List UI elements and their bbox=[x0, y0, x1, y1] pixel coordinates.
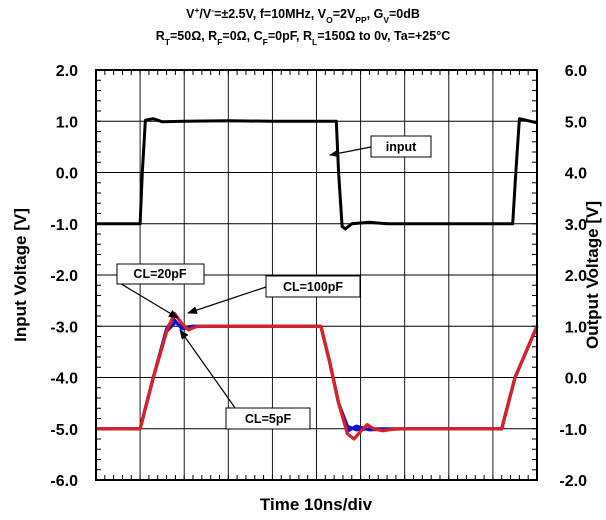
y-left-tick-label: -3.0 bbox=[50, 319, 78, 336]
title-1-part-5: O bbox=[326, 15, 333, 25]
y-left-tick-label: -2.0 bbox=[50, 268, 78, 285]
label-box-input bbox=[370, 135, 432, 158]
title-1-part-7: PP bbox=[355, 15, 367, 25]
title-1-part-0: V bbox=[186, 7, 195, 21]
y-left-tick-label: -5.0 bbox=[50, 422, 78, 439]
title-1-part-8: , G bbox=[367, 7, 384, 21]
y-right-tick-label: 1.0 bbox=[565, 319, 587, 336]
title-1-part-6: =2V bbox=[333, 7, 356, 21]
label-input: input bbox=[386, 140, 417, 154]
chart-title-line-2: RT=50Ω, RF=0Ω, CF=0pF, RL=150Ω to 0v, Ta… bbox=[156, 29, 450, 47]
y-right-tick-label: 6.0 bbox=[565, 63, 587, 80]
label-box-cl5 bbox=[225, 407, 311, 430]
title-1-part-1: + bbox=[194, 5, 199, 15]
title-2-part-2: =50Ω, R bbox=[170, 29, 217, 43]
left-tick-labels: 2.0 1.0 0.0 -1.0 -2.0 -3.0 -4.0 -5.0 -6.0 bbox=[50, 63, 78, 490]
arrow-input bbox=[329, 146, 372, 158]
y-right-tick-label: 3.0 bbox=[565, 217, 587, 234]
y-axis-title-right: Output Voltage [V] bbox=[583, 201, 602, 349]
arrow-cl5 bbox=[179, 329, 239, 413]
label-cl100: CL=100pF bbox=[283, 280, 343, 294]
title-1-part-9: V bbox=[383, 15, 389, 25]
title-2-part-3: F bbox=[217, 37, 222, 47]
y-left-tick-label: 0.0 bbox=[56, 166, 78, 183]
x-axis-title: Time 10ns/div bbox=[260, 495, 373, 514]
y-left-tick-label: -1.0 bbox=[50, 217, 78, 234]
title-1-part-2: /V bbox=[199, 7, 211, 21]
title-2-part-4: =0Ω, C bbox=[222, 29, 262, 43]
arrow-cl100 bbox=[187, 286, 267, 314]
title-1-part-3: - bbox=[211, 5, 214, 15]
annotations: input CL=20pF CL=100pF CL=5pF bbox=[116, 135, 432, 430]
title-2-part-7: L bbox=[312, 37, 317, 47]
y-right-tick-label: 5.0 bbox=[565, 114, 587, 131]
y-left-tick-label: -6.0 bbox=[50, 473, 78, 490]
label-cl20: CL=20pF bbox=[133, 267, 187, 281]
y-left-tick-label: -4.0 bbox=[50, 371, 78, 388]
label-box-cl20 bbox=[116, 263, 205, 285]
y-left-tick-label: 2.0 bbox=[56, 63, 78, 80]
right-tick-labels: 6.0 5.0 4.0 3.0 2.0 1.0 0.0 -1.0 -2.0 bbox=[559, 63, 587, 490]
y-right-tick-label: -1.0 bbox=[559, 422, 587, 439]
series-line-input bbox=[96, 117, 538, 231]
plot-frame bbox=[95, 69, 538, 481]
title-1-part-4: =±2.5V, f=10MHz, V bbox=[214, 7, 327, 21]
title-1-part-10: =0dB bbox=[389, 7, 420, 21]
series-lines bbox=[96, 117, 539, 441]
label-box-cl100 bbox=[265, 275, 361, 298]
y-right-tick-label: 0.0 bbox=[565, 371, 587, 388]
label-cl5: CL=5pF bbox=[245, 412, 292, 426]
y-right-tick-label: 2.0 bbox=[565, 268, 587, 285]
arrow-cl20 bbox=[117, 281, 179, 319]
title-2-part-0: R bbox=[156, 29, 165, 43]
y-axis-title-left: Input Voltage [V] bbox=[11, 208, 30, 342]
y-right-tick-label: 4.0 bbox=[565, 166, 587, 183]
y-left-tick-label: 1.0 bbox=[56, 114, 78, 131]
chart-title-line-1: V+/V-=±2.5V, f=10MHz, VO=2VPP, GV=0dB bbox=[186, 5, 420, 25]
title-2-part-5: F bbox=[263, 37, 268, 47]
title-2-part-6: =0pF, R bbox=[268, 29, 312, 43]
y-right-tick-label: -2.0 bbox=[559, 473, 587, 490]
title-2-part-1: T bbox=[165, 37, 171, 47]
title-2-part-8: =150Ω to 0v, Ta=+25°C bbox=[317, 29, 450, 43]
